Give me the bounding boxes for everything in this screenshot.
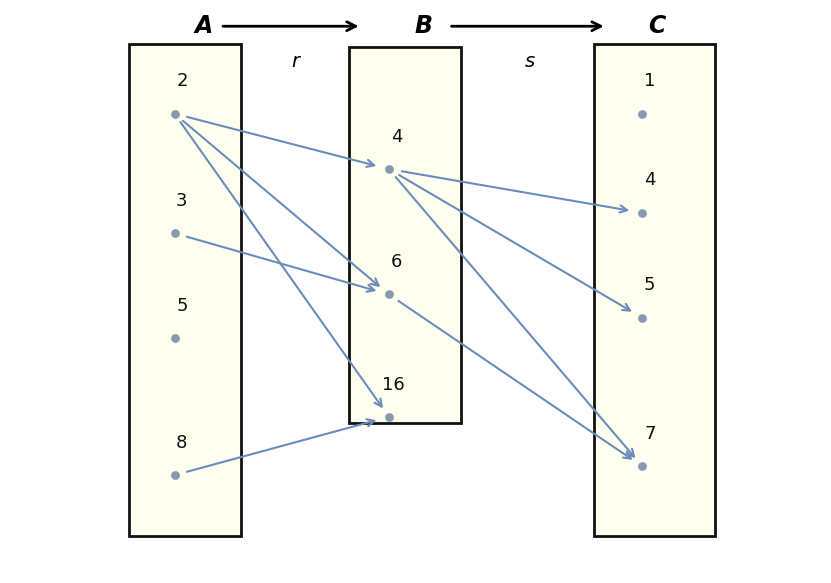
Point [382,290,396,299]
Text: s: s [525,52,535,71]
Text: A: A [194,14,213,38]
Text: 5: 5 [644,276,656,294]
Point [382,164,396,174]
Text: 1: 1 [644,72,656,90]
Text: B: B [415,14,433,38]
Text: C: C [648,14,665,38]
Text: 6: 6 [391,253,402,271]
Point [168,109,181,118]
Point [168,333,181,343]
Bar [594,44,715,536]
Text: 7: 7 [644,425,656,443]
Text: 4: 4 [391,128,402,146]
Point [636,462,649,471]
Bar [349,47,461,423]
Text: 3: 3 [176,192,188,210]
Point [636,208,649,217]
Text: 16: 16 [382,375,405,394]
Point [168,470,181,480]
Point [168,229,181,238]
Point [636,109,649,118]
Text: 2: 2 [176,72,188,90]
Point [382,412,396,422]
Bar [129,44,241,536]
Text: 5: 5 [176,297,188,315]
Text: r: r [291,52,299,71]
Point [636,313,649,322]
Text: 8: 8 [176,434,188,452]
Text: 4: 4 [644,171,656,189]
